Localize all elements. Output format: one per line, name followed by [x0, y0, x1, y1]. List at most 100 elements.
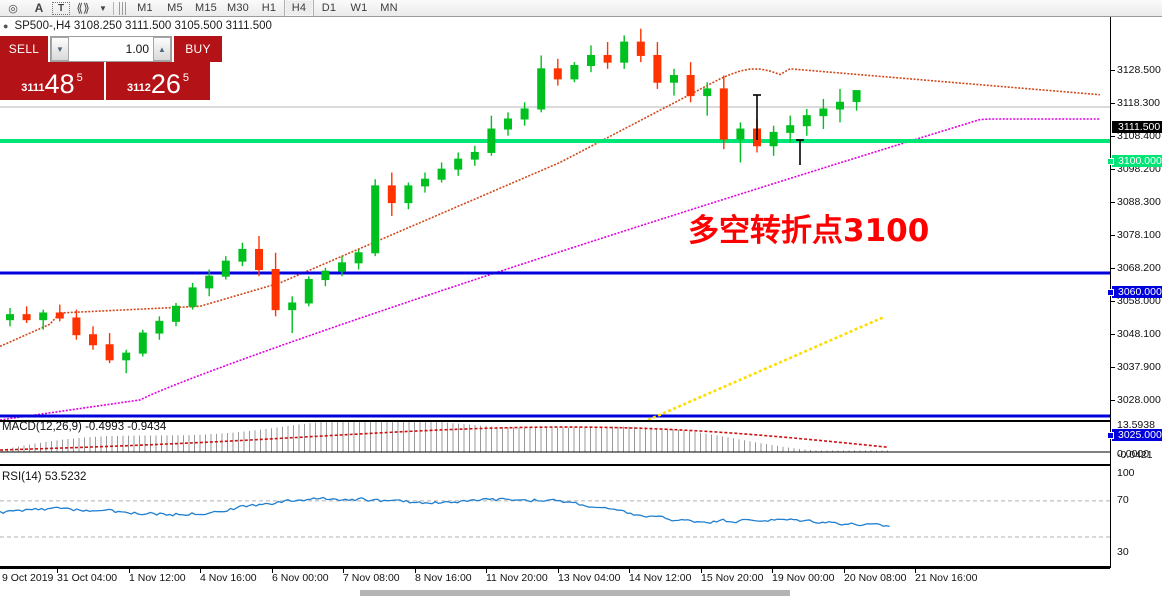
volume-down-icon[interactable]: ▼ — [51, 37, 69, 61]
time-tick-label: 6 Nov 00:00 — [272, 572, 329, 584]
candlestick — [736, 122, 745, 163]
price-tick-label: 3037.900 — [1117, 361, 1161, 373]
candlestick — [421, 172, 429, 193]
text-label-icon[interactable]: A — [34, 1, 44, 15]
candlestick — [238, 242, 247, 267]
timeframe-m1[interactable]: M1 — [137, 2, 153, 14]
time-tick-label: 20 Nov 08:00 — [844, 572, 907, 584]
candlestick — [719, 75, 728, 150]
level-marker-icon — [1107, 289, 1114, 296]
timeframe-m5[interactable]: M5 — [167, 2, 183, 14]
time-tick-label: 21 Nov 16:00 — [915, 572, 978, 584]
candlestick — [836, 88, 844, 123]
volume-up-icon[interactable]: ▲ — [153, 37, 171, 61]
macd-panel[interactable] — [0, 420, 1110, 466]
time-tick-label: 8 Nov 16:00 — [415, 572, 472, 584]
rsi-scale-100: 100 — [1117, 467, 1135, 479]
candlestick — [404, 182, 413, 210]
timeframe-h4[interactable]: H4 — [284, 0, 314, 16]
candlestick — [172, 302, 180, 327]
candlestick — [72, 309, 81, 340]
rsi-svg — [0, 496, 1110, 538]
price-tick-label: 3058.000 — [1117, 295, 1161, 307]
sell-button[interactable]: SELL — [0, 36, 48, 62]
candlestick — [620, 35, 629, 69]
candlestick — [670, 68, 678, 96]
volume-input[interactable]: 1.00 — [69, 37, 153, 61]
candlestick — [819, 98, 828, 130]
level-tag-3060[interactable]: 3060.000 — [1112, 286, 1162, 298]
candlestick — [22, 306, 31, 324]
price-tick-mark — [1111, 136, 1115, 137]
price-tick-mark — [1111, 400, 1115, 401]
candlestick — [271, 252, 280, 317]
timeframe-mn[interactable]: MN — [380, 2, 398, 14]
timeframe-group: M1 M5 M15 M30 H1 H4 D1 W1 MN — [130, 0, 404, 16]
candlestick — [138, 329, 147, 357]
price-tick-mark — [1111, 301, 1115, 302]
candlestick — [105, 333, 114, 364]
price-tick-mark — [1111, 169, 1115, 170]
buy-button[interactable]: BUY — [174, 36, 222, 62]
candlestick — [470, 145, 479, 166]
candlestick — [188, 282, 197, 310]
chart-annotation-text: 多空转折点3100 — [688, 213, 930, 249]
time-tick-label: 1 Nov 12:00 — [129, 572, 186, 584]
sell-price-big: 48 — [44, 69, 75, 99]
candlestick — [6, 307, 14, 327]
candlestick — [255, 236, 263, 277]
candlestick — [39, 309, 48, 330]
rsi-panel[interactable] — [0, 468, 1110, 568]
candlestick — [205, 269, 214, 297]
price-tick-mark — [1111, 367, 1115, 368]
macd-scale-current: -0.0421 — [1117, 449, 1153, 461]
candlestick — [437, 162, 446, 183]
macd-svg — [0, 422, 1110, 453]
dropdown-arrow-icon[interactable]: ▼ — [99, 3, 107, 13]
candlestick — [354, 249, 363, 270]
candlestick — [537, 55, 546, 113]
timeframe-h1[interactable]: H1 — [261, 2, 277, 14]
price-tick-mark — [1111, 268, 1115, 269]
sell-price-display[interactable]: 3111 48 5 — [0, 62, 104, 100]
last-price-tag[interactable]: 3111.500 — [1112, 121, 1162, 133]
candlestick — [636, 28, 645, 63]
buy-price-big: 26 — [150, 69, 181, 99]
one-click-trading-panel[interactable]: SELL ▼ 1.00 ▲ BUY 3111 48 5 3112 26 5 — [0, 36, 222, 100]
buy-price-display[interactable]: 3112 26 5 — [106, 62, 210, 100]
symbol-ohlc-text: SP500-,H4 3108.250 3111.500 3105.500 311… — [14, 20, 272, 32]
level-marker-icon — [1107, 432, 1114, 439]
candlestick — [603, 42, 612, 69]
timeframe-w1[interactable]: W1 — [350, 2, 368, 14]
volume-stepper[interactable]: ▼ 1.00 ▲ — [50, 36, 172, 62]
price-scale[interactable]: 3128.500 3118.300 3108.400 3098.200 3088.300… — [1107, 17, 1162, 568]
price-tick-mark — [1111, 334, 1115, 335]
horizontal-scrollbar[interactable] — [0, 590, 1162, 596]
crosshair-icon[interactable]: ◎ — [8, 2, 18, 15]
price-tick-label: 3128.500 — [1117, 64, 1161, 76]
level-tag-3100[interactable]: 3100.000 — [1112, 155, 1162, 167]
candlestick — [122, 349, 131, 374]
price-tick-label: 3068.200 — [1117, 262, 1161, 274]
candlestick — [553, 58, 562, 86]
candlestick — [487, 115, 496, 156]
level-tag-3025[interactable]: 3025.000 — [1112, 429, 1162, 441]
candlestick — [321, 267, 330, 287]
candlestick — [89, 326, 97, 350]
price-tick-mark — [1111, 235, 1115, 236]
timeframe-m30[interactable]: M30 — [227, 2, 249, 14]
timeframe-d1[interactable]: D1 — [321, 2, 337, 14]
text-box-icon[interactable]: T — [52, 1, 70, 15]
rsi-line — [0, 496, 890, 527]
time-tick-label: 7 Nov 08:00 — [343, 572, 400, 584]
price-chart-svg — [0, 28, 1110, 420]
scrollbar-thumb[interactable] — [360, 590, 790, 596]
indicator-list-icon[interactable]: ⟪⟫ — [76, 1, 90, 15]
candlestick — [852, 90, 861, 111]
time-tick-mark — [343, 569, 344, 573]
toolbar-grip[interactable] — [119, 1, 127, 15]
candlestick — [55, 304, 64, 322]
timeframe-m15[interactable]: M15 — [195, 2, 217, 14]
candlestick — [703, 82, 712, 116]
candlestick — [371, 179, 380, 257]
